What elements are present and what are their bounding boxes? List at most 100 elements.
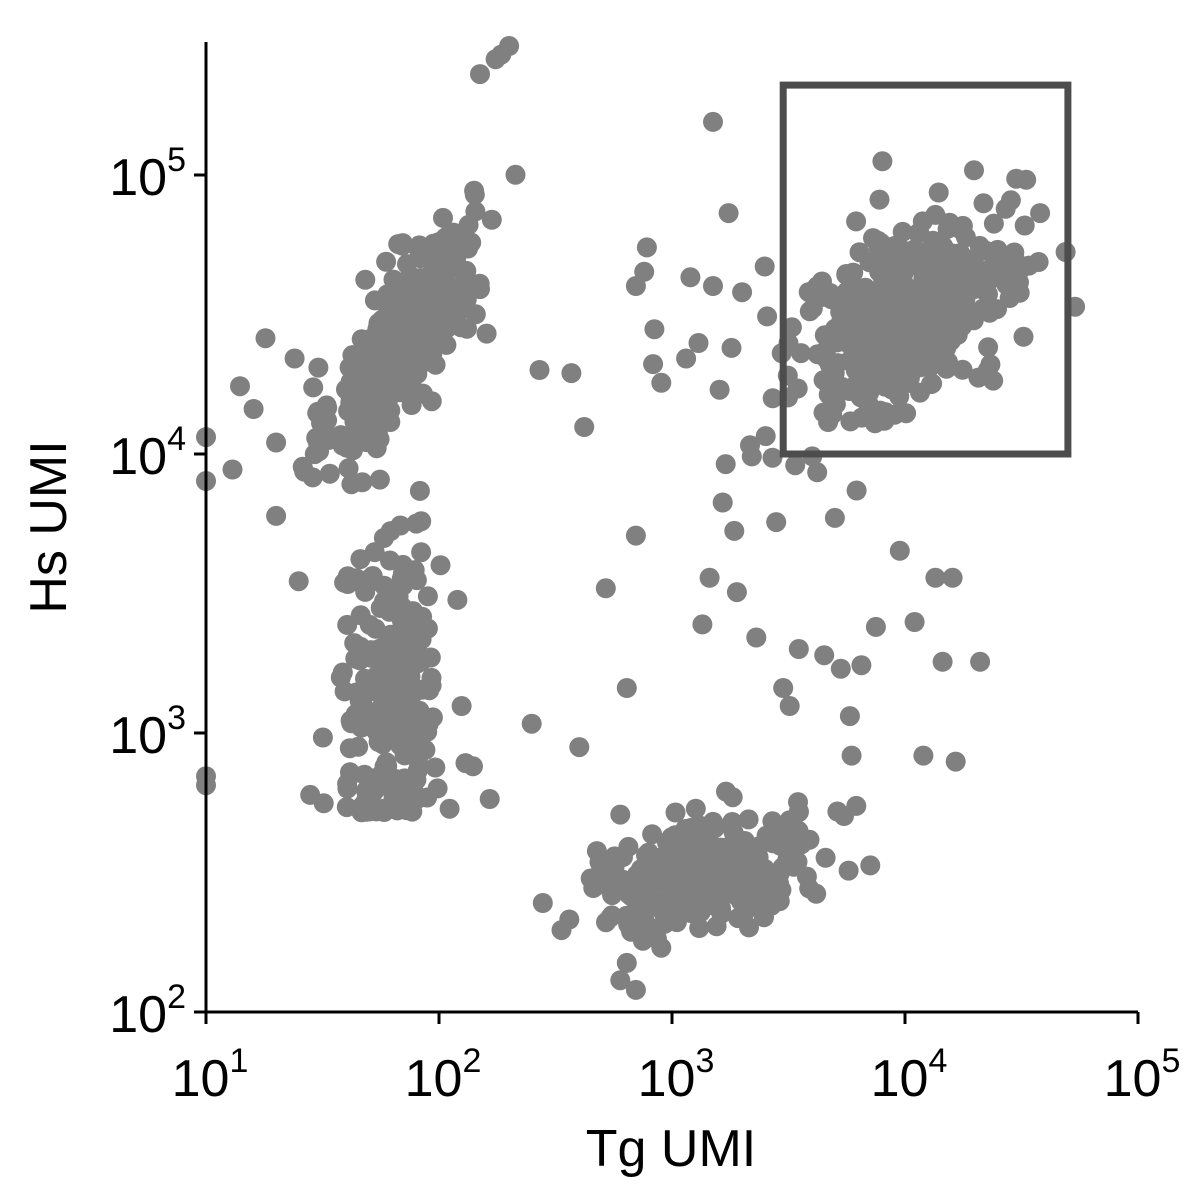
data-point <box>927 283 948 304</box>
data-point <box>574 417 595 437</box>
data-point <box>422 707 443 728</box>
data-point <box>470 64 490 85</box>
data-point <box>409 480 430 501</box>
data-point <box>447 589 468 610</box>
data-point <box>706 916 727 937</box>
data-point <box>875 327 896 348</box>
data-point <box>341 474 362 495</box>
data-point <box>449 258 470 279</box>
data-point <box>391 568 412 589</box>
data-point <box>616 952 637 973</box>
data-point <box>962 249 983 270</box>
data-point <box>922 373 943 394</box>
tick-label: 105 <box>109 141 186 207</box>
data-point <box>319 463 340 484</box>
data-point <box>354 379 375 400</box>
tick-label: 105 <box>1104 1042 1181 1108</box>
data-point <box>925 567 946 588</box>
data-point <box>995 198 1016 219</box>
data-point <box>754 907 774 928</box>
data-point <box>921 333 942 354</box>
data-point <box>703 111 723 132</box>
data-point <box>634 261 655 282</box>
data-point <box>732 907 752 928</box>
data-point <box>889 540 910 561</box>
tick-label: 104 <box>871 1042 948 1108</box>
data-point <box>376 251 397 272</box>
data-point <box>629 891 650 912</box>
data-point <box>891 318 912 338</box>
data-point <box>425 757 446 778</box>
data-point <box>616 678 637 698</box>
data-point <box>673 824 694 845</box>
data-point <box>938 325 959 346</box>
data-point <box>860 855 881 876</box>
data-point <box>788 639 809 659</box>
data-point <box>1013 326 1034 347</box>
data-point <box>721 337 742 358</box>
data-point <box>383 787 404 808</box>
data-point <box>439 798 460 819</box>
data-point <box>292 456 313 477</box>
data-point <box>355 269 376 290</box>
tick-label: 103 <box>638 1042 715 1108</box>
data-point <box>284 348 305 369</box>
data-point <box>313 793 334 814</box>
data-point <box>415 739 436 760</box>
data-point <box>383 595 404 616</box>
data-point <box>732 282 753 303</box>
data-point <box>835 332 856 353</box>
data-point <box>433 207 453 228</box>
data-point <box>925 204 946 225</box>
data-point <box>779 696 800 716</box>
data-point <box>819 354 840 375</box>
data-point <box>304 444 325 465</box>
data-point <box>337 614 358 635</box>
data-point <box>610 804 631 825</box>
data-point <box>865 352 886 373</box>
data-point <box>722 812 743 832</box>
data-point <box>397 254 417 275</box>
data-point <box>532 893 553 913</box>
data-point <box>651 937 672 958</box>
data-point <box>338 458 359 479</box>
data-point <box>312 727 333 748</box>
data-point <box>373 678 394 699</box>
data-point <box>983 213 1004 234</box>
data-point <box>762 828 783 849</box>
data-point <box>932 651 953 672</box>
data-point <box>824 507 845 528</box>
data-point <box>1014 215 1035 236</box>
data-point <box>387 657 408 678</box>
data-point <box>255 328 276 349</box>
data-point <box>857 281 877 302</box>
tick-label: 104 <box>109 420 186 486</box>
data-point <box>846 480 867 501</box>
data-point <box>559 909 580 930</box>
data-point <box>904 612 925 632</box>
gate-rectangle <box>779 81 1072 458</box>
data-point <box>529 360 550 380</box>
data-point <box>465 201 486 222</box>
data-point <box>479 789 500 809</box>
data-point <box>890 287 911 308</box>
data-point <box>337 778 358 799</box>
data-point <box>402 801 423 822</box>
data-point <box>688 868 709 889</box>
data-point <box>762 811 783 832</box>
data-point <box>307 403 328 424</box>
data-point <box>952 215 973 236</box>
data-point <box>569 737 590 758</box>
data-point <box>465 304 486 325</box>
data-point <box>400 687 421 708</box>
data-point <box>1030 203 1051 224</box>
data-point <box>384 716 405 737</box>
data-point <box>334 681 355 702</box>
data-point <box>815 847 836 868</box>
tick-label: 103 <box>109 699 186 765</box>
data-point <box>266 505 287 526</box>
data-point <box>773 678 794 698</box>
data-point <box>336 797 357 818</box>
tick-label: 102 <box>109 978 186 1044</box>
data-point <box>230 376 250 397</box>
